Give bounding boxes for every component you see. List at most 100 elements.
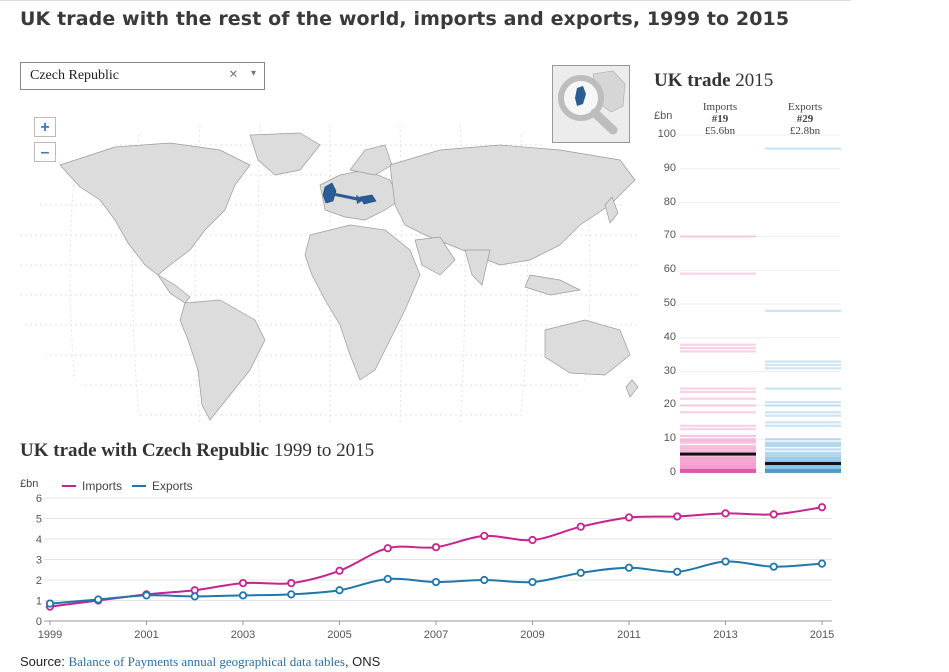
source-link[interactable]: Balance of Payments annual geographical … (68, 654, 345, 669)
x-tick-label: 2009 (520, 629, 544, 641)
exports-point (480, 575, 489, 585)
zoom-out-button[interactable]: – (34, 142, 56, 162)
x-tick-label: 1999 (38, 629, 62, 641)
exports-country-strip (765, 309, 841, 312)
imports-country-strip (680, 439, 756, 443)
imports-rank-block: Imports #19 £5.6bn (680, 101, 760, 137)
imports-country-strip (680, 461, 756, 465)
uk-trade-year: 2015 (735, 70, 774, 91)
exports-rank: #29 (796, 113, 814, 125)
exports-country-strip (765, 363, 841, 367)
clear-icon[interactable]: × (228, 66, 238, 83)
uk-axis-tick: 50 (663, 297, 676, 309)
uk-axis-tick: 60 (663, 263, 676, 276)
imports-point (528, 535, 537, 545)
exports-point (528, 577, 537, 587)
exports-point (431, 577, 441, 587)
exports-point (287, 590, 296, 599)
exports-point (94, 595, 103, 604)
exports-point (769, 562, 778, 571)
imports-rank: #19 (711, 113, 729, 125)
imports-point (721, 509, 730, 518)
source-label: Source: (20, 654, 65, 669)
imports-country-strip (680, 404, 756, 407)
imports-point (238, 578, 248, 588)
uk-trade-unit: £bn (654, 110, 673, 122)
uk-trade-title-bold: UK trade (654, 70, 731, 91)
imports-country-strip (680, 441, 756, 444)
imports-point (335, 566, 344, 575)
exports-country-strip (765, 367, 841, 370)
uk-axis-tick: 20 (663, 398, 676, 411)
imports-country-strip (680, 450, 756, 453)
imports-point (624, 513, 634, 522)
exports-country-strip (765, 401, 841, 404)
y-tick-label: 2 (36, 575, 42, 587)
exports-point (624, 563, 634, 572)
source-suffix: , ONS (344, 654, 381, 669)
uk-axis-tick: 0 (669, 466, 676, 478)
x-tick-label: 2003 (231, 629, 255, 641)
x-tick-label: 2015 (810, 629, 834, 641)
imports-country-strip (680, 460, 756, 463)
imports-point (576, 522, 585, 531)
x-tick-label: 2001 (134, 629, 158, 641)
y-axis-unit: £bn (20, 478, 38, 490)
x-tick-label: 2011 (617, 629, 641, 641)
legend-label-exports: Exports (152, 479, 193, 493)
uk-trade-strips[interactable] (680, 100, 845, 480)
exports-base-block (765, 468, 841, 473)
world-map[interactable] (20, 125, 640, 425)
uk-axis-tick: 30 (663, 364, 676, 377)
exports-country-strip (765, 456, 841, 459)
imports-point (431, 543, 441, 552)
exports-country-strip (765, 421, 841, 424)
uk-axis-tick: 10 (663, 432, 676, 445)
imports-country-strip (680, 446, 756, 449)
exports-value: £2.8bn (789, 125, 821, 137)
imports-point (769, 510, 778, 519)
imports-country-strip (680, 346, 756, 350)
exports-country-strip (765, 458, 841, 461)
uk-axis-tick: 70 (663, 229, 676, 242)
zoom-in-button[interactable]: + (34, 117, 56, 137)
locator-thumbnail[interactable] (552, 65, 630, 143)
exports-point (673, 567, 682, 576)
exports-point (383, 574, 392, 584)
imports-label: Imports (702, 101, 738, 113)
line-chart[interactable]: £bn Imports Exports 0 1 2 3 4 5 6 1999 2001 2003 2005… (0, 470, 860, 650)
imports-country-strip (680, 463, 756, 466)
top-divider (0, 0, 851, 1)
chart-title-bold: UK trade with Czech Republic (20, 440, 270, 461)
y-tick-label: 0 (36, 616, 42, 628)
imports-point (287, 578, 296, 588)
chevron-down-icon[interactable]: ▾ (250, 68, 256, 79)
country-select-value: Czech Republic (30, 68, 120, 83)
exports-country-strip (765, 147, 841, 150)
y-tick-label: 6 (36, 493, 42, 505)
y-tick-label: 1 (36, 596, 42, 608)
exports-selected-strip (765, 462, 841, 466)
exports-country-strip (765, 360, 841, 363)
imports-series-line (49, 506, 823, 608)
exports-country-strip (765, 441, 841, 444)
imports-country-strip (680, 397, 756, 400)
exports-country-strip (765, 404, 841, 407)
y-tick-label: 5 (36, 514, 42, 526)
magnifier-icon (553, 66, 629, 142)
imports-selected-strip (680, 452, 756, 456)
imports-point (480, 531, 489, 541)
imports-country-strip (680, 444, 756, 448)
imports-country-strip (680, 235, 756, 238)
imports-country-strip (680, 438, 756, 441)
chart-title-years: 1999 to 2015 (273, 440, 375, 461)
imports-country-strip (680, 343, 756, 346)
imports-point (817, 503, 827, 512)
uk-axis-tick: 80 (663, 195, 676, 208)
legend-label-imports: Imports (82, 479, 122, 493)
exports-country-strip (765, 411, 841, 414)
imports-country-strip (680, 448, 756, 451)
imports-point (673, 512, 682, 521)
country-select[interactable]: Czech Republic × ▾ (20, 62, 265, 90)
exports-point (190, 592, 199, 601)
